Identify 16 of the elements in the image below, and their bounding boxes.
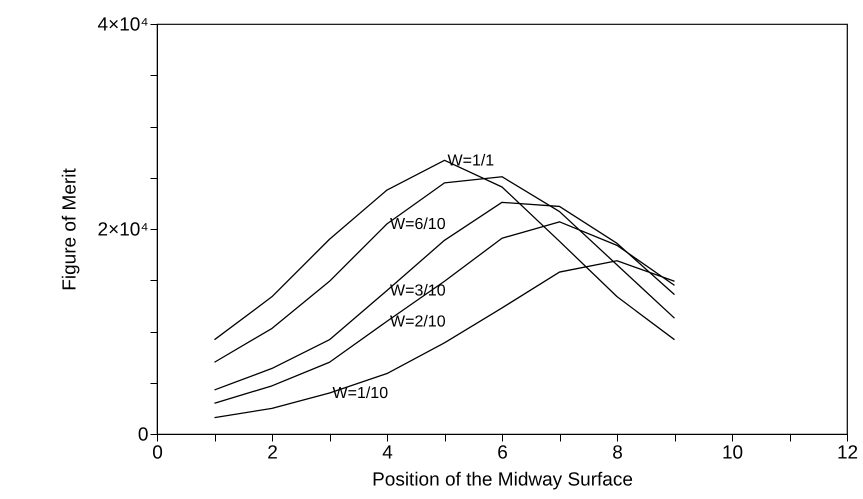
x-axis-title: Position of the Midway Surface bbox=[372, 470, 633, 490]
x-tick-label: 2 bbox=[267, 442, 278, 464]
y-tick-label: 2×10⁴ bbox=[98, 220, 148, 240]
y-axis-title: Figure of Merit bbox=[60, 168, 81, 291]
x-tick-label: 0 bbox=[152, 442, 163, 464]
x-tick-label: 4 bbox=[382, 442, 394, 464]
y-tick-label: 4×10⁴ bbox=[98, 14, 148, 36]
annotation: W=1/1 bbox=[448, 152, 494, 170]
x-tick-label: 8 bbox=[612, 442, 623, 464]
annotation: W=2/10 bbox=[390, 313, 446, 330]
x-tick-label: 10 bbox=[722, 442, 744, 464]
x-tick-label: 6 bbox=[497, 442, 508, 464]
annotation: W=1/10 bbox=[332, 385, 388, 402]
annotation: W=6/10 bbox=[390, 216, 446, 233]
y-tick-label: 0 bbox=[138, 424, 148, 446]
x-tick-label: 12 bbox=[836, 442, 858, 464]
